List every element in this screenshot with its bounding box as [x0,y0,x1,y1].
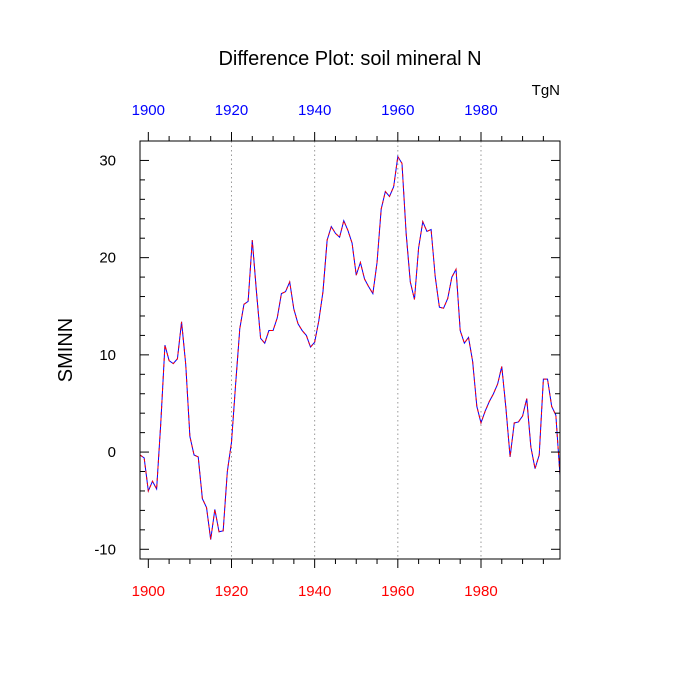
top-tick-label: 1920 [215,102,248,119]
series-line-dashed [139,155,561,540]
y-tick-label: 0 [108,444,116,461]
top-tick-label: 1900 [132,102,165,119]
grid-lines [230,141,482,559]
y-tick-label: 10 [99,347,116,364]
axis-ticks: 1900 1900 1920 1920 1940 1940 1960 1960 1980 1980… [94,102,560,600]
x-tick-label: 1960 [381,583,414,600]
x-tick-label: 1940 [298,583,331,600]
top-tick-label: 1940 [298,102,331,119]
x-tick-label: 1900 [132,583,165,600]
y-axis-label: SMINN [55,318,77,382]
top-tick-label: 1980 [464,102,497,119]
top-tick-label: 1960 [381,102,414,119]
y-tick-label: -10 [94,541,116,558]
chart-title: Difference Plot: soil mineral N [218,48,481,70]
x-tick-label: 1920 [215,583,248,600]
y-tick-label: 20 [99,250,116,267]
plot-frame [139,140,561,560]
series-line-solid [139,155,561,540]
series-lines [139,155,561,540]
y-tick-label: 30 [99,152,116,169]
x-tick-label: 1980 [464,583,497,600]
units-label: TgN [532,82,560,99]
